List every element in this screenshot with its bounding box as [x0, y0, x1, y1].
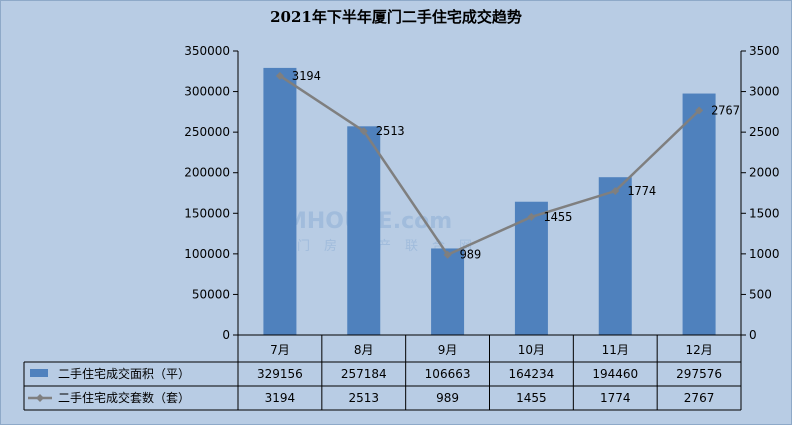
legend-label: 二手住宅成交套数（套） [58, 390, 190, 405]
bar [514, 201, 548, 335]
table-cell: 989 [436, 391, 459, 405]
category-label: 8月 [354, 343, 374, 357]
data-label: 989 [460, 248, 482, 262]
table-cell: 164234 [509, 367, 555, 381]
y-tick-label-left: 200000 [184, 166, 230, 180]
data-label: 1455 [543, 210, 572, 224]
line-series: 3194 2513 989 1455 1774 2767 [275, 69, 740, 262]
axes: 0 50000 100000 150000 200000 250000 300000 3500… [184, 44, 779, 342]
series-line [279, 74, 700, 257]
bar [682, 93, 716, 335]
y-tick-label-right: 500 [749, 287, 772, 301]
y-tick-label-left: 0 [222, 328, 230, 342]
data-label: 1774 [627, 184, 656, 198]
line-point [527, 212, 536, 221]
y-tick-label-right: 3500 [749, 44, 780, 58]
bar [598, 177, 632, 335]
bar [347, 126, 381, 335]
category-label: 10月 [518, 343, 545, 357]
table-cell: 3194 [265, 391, 296, 405]
y-tick-label-left: 150000 [184, 206, 230, 220]
bar [263, 67, 297, 335]
table-cell: 297576 [676, 367, 722, 381]
y-tick-label-right: 2000 [749, 166, 780, 180]
table-cell: 2513 [348, 391, 379, 405]
legend-label: 二手住宅成交面积（平） [58, 366, 190, 381]
y-tick-label-left: 100000 [184, 247, 230, 261]
legend-marker [36, 394, 44, 402]
line-point [359, 127, 368, 136]
table-cell: 257184 [341, 367, 387, 381]
y-tick-label-left: 350000 [184, 44, 230, 58]
table-cell: 2767 [684, 391, 715, 405]
table-cell: 329156 [257, 367, 303, 381]
bar [431, 248, 465, 335]
data-label: 2513 [376, 124, 405, 138]
y-tick-label-right: 3000 [749, 85, 780, 99]
line-point [611, 187, 620, 196]
chart-title: 2021年下半年厦门二手住宅成交趋势 [270, 8, 522, 26]
y-tick-label-right: 2500 [749, 125, 780, 139]
category-label: 11月 [602, 343, 629, 357]
table-cell: 1774 [600, 391, 631, 405]
line-point [695, 106, 704, 115]
line-point [275, 71, 284, 80]
y-tick-label-left: 250000 [184, 125, 230, 139]
category-label: 7月 [270, 343, 290, 357]
y-tick-label-right: 1000 [749, 247, 780, 261]
category-label: 12月 [685, 343, 712, 357]
table-cell: 1455 [516, 391, 547, 405]
table-cell: 106663 [425, 367, 471, 381]
line-point [443, 250, 452, 259]
y-tick-label-left: 300000 [184, 85, 230, 99]
y-tick-label-right: 0 [749, 328, 757, 342]
y-tick-label-left: 50000 [192, 287, 230, 301]
legend-swatch-bar [30, 369, 48, 377]
bar-series [263, 67, 716, 335]
y-tick-label-right: 1500 [749, 206, 780, 220]
table-cell: 194460 [592, 367, 638, 381]
category-label: 9月 [438, 343, 458, 357]
data-label: 3194 [292, 69, 321, 83]
data-label: 2767 [711, 103, 740, 117]
